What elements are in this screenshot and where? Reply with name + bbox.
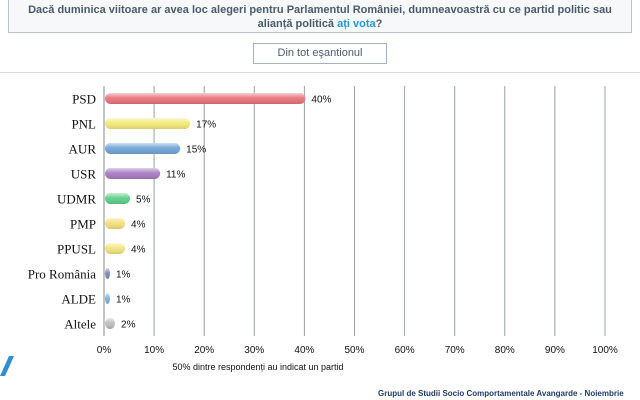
bar-highlight [105, 193, 131, 204]
question-line-2-post: ? [375, 18, 383, 30]
category-label: AUR [69, 142, 97, 157]
category-label: UDMR [57, 192, 96, 207]
bar-highlight [105, 293, 111, 304]
sample-filter-box[interactable]: Din tot eşantionul [253, 43, 387, 64]
category-label: PSD [72, 92, 96, 107]
data-label: 2% [121, 320, 136, 331]
data-label: 4% [131, 220, 146, 231]
x-tick-label: 20% [194, 345, 214, 356]
bar-highlight [105, 93, 306, 104]
question-box: Dacă duminica viitoare ar avea loc alege… [8, 0, 632, 33]
bar-highlight [105, 268, 111, 279]
chart-categories: PSD PNL AUR USR UDMR PMP PPUSL Pro România ALDE A… [28, 92, 97, 332]
x-tick-label: 90% [545, 345, 565, 356]
question-highlight: ați vota [337, 18, 376, 30]
category-label: Pro România [28, 267, 96, 282]
bar-chart: 40% 17% 15% 11% 5% 4% 4% 1% 1% 2% PSD PNL AUR USR UDM… [28, 86, 618, 356]
footer-credit: Grupul de Studii Socio Comportamentale A… [378, 389, 624, 398]
bar-highlight [105, 168, 161, 179]
data-label: 17% [196, 120, 216, 131]
question-line-2-pre: alianță politică [257, 18, 338, 30]
data-label: 40% [311, 95, 331, 106]
category-label: ALDE [61, 292, 96, 307]
data-label: 1% [116, 295, 131, 306]
x-tick-label: 80% [495, 345, 515, 356]
x-tick-label: 40% [294, 345, 314, 356]
avangarde-logo-icon [0, 356, 14, 376]
bar-highlight [105, 143, 181, 154]
bar-highlight [105, 218, 126, 229]
chart-bars: 40% 17% 15% 11% 5% 4% 4% 1% 1% 2% [105, 93, 332, 331]
question-line-2: alianță politică ați vota? [9, 17, 631, 31]
x-tick-label: 50% [344, 345, 364, 356]
x-tick-label: 30% [244, 345, 264, 356]
data-label: 1% [116, 270, 131, 281]
header-divider [0, 72, 640, 73]
x-tick-label: 0% [97, 345, 112, 356]
bar-highlight [105, 318, 116, 329]
chart-ticks: 0% 10% 20% 30% 40% 50% 60% 70% 80% 90% 100% [97, 345, 618, 356]
x-axis-note: 50% dintre respondenți au indicat un par… [172, 362, 344, 372]
bar-highlight [105, 243, 126, 254]
x-tick-label: 70% [445, 345, 465, 356]
category-label: PNL [71, 117, 96, 132]
data-label: 5% [136, 195, 151, 206]
category-label: USR [71, 167, 97, 182]
data-label: 4% [131, 245, 146, 256]
bar-highlight [105, 118, 191, 129]
category-label: Altele [64, 317, 96, 332]
x-tick-label: 60% [395, 345, 415, 356]
category-label: PMP [70, 217, 96, 232]
x-tick-label: 10% [144, 345, 164, 356]
data-label: 11% [166, 170, 185, 181]
data-label: 15% [186, 145, 206, 156]
category-label: PPUSL [57, 242, 96, 257]
x-tick-label: 100% [592, 345, 618, 356]
question-line-1: Dacă duminica viitoare ar avea loc alege… [28, 4, 612, 16]
